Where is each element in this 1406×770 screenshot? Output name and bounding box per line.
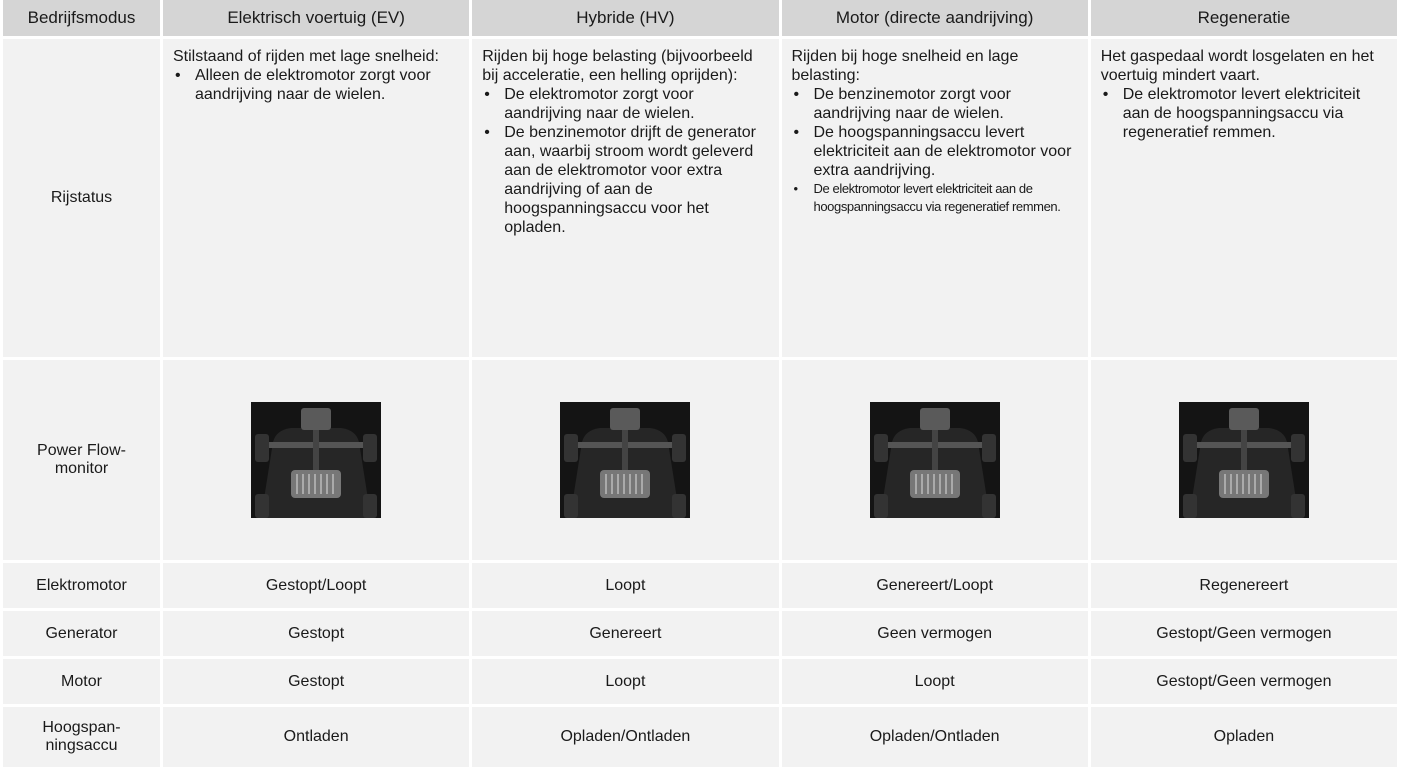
component-row: Motor Gestopt Loopt Loopt Gestopt/Geen vermo… — [3, 659, 1397, 704]
image-cell — [472, 360, 779, 560]
row-label: Elektromotor — [3, 563, 160, 608]
row-label: Generator — [3, 611, 160, 656]
state-cell: Gestopt/Geen vermogen — [1090, 659, 1397, 704]
header-cell: Regeneratie — [1090, 0, 1397, 36]
state-cell: Opladen/Ontladen — [781, 707, 1088, 767]
bullet-list: De elektromotor zorgt voor aandrijving n… — [482, 85, 770, 237]
state-cell: Opladen/Ontladen — [472, 707, 779, 767]
state-cell: Gestopt — [163, 659, 470, 704]
status-intro: Rijden bij hoge snelheid en lage belasti… — [791, 48, 1019, 84]
bullet: De elektromotor zorgt voor aandrijving n… — [484, 85, 770, 123]
image-cell — [781, 360, 1088, 560]
bullet: De benzinemotor zorgt voor aandrijving n… — [793, 85, 1080, 123]
state-cell: Geen vermogen — [781, 611, 1088, 656]
state-cell: Loopt — [781, 659, 1088, 704]
state-cell: Genereert/Loopt — [781, 563, 1088, 608]
bullet: De hoogspanningsaccu levert elektricitei… — [793, 123, 1080, 180]
status-intro: Rijden bij hoge belasting (bijvoorbeeld … — [482, 48, 753, 84]
state-cell: Loopt — [472, 659, 779, 704]
status-cell: Het gaspedaal wordt losgelaten en het vo… — [1090, 39, 1397, 357]
header-cell: Elektrisch voertuig (EV) — [163, 0, 470, 36]
row-label: Power Flow-monitor — [3, 360, 160, 560]
state-cell: Loopt — [472, 563, 779, 608]
row-label: Rijstatus — [3, 39, 160, 357]
bullet-list: De elektromotor levert elektriciteit aan… — [1101, 85, 1389, 142]
status-cell: Rijden bij hoge snelheid en lage belasti… — [781, 39, 1088, 357]
bullet: De elektromotor levert elektriciteit aan… — [793, 180, 1080, 216]
header-cell: Bedrijfsmodus — [3, 0, 160, 36]
component-row: Generator Gestopt Genereert Geen vermogen Ge… — [3, 611, 1397, 656]
component-row: Hoogspan-ningsaccu Ontladen Opladen/Ontlad… — [3, 707, 1397, 767]
image-cell — [1090, 360, 1397, 560]
state-cell: Regenereert — [1090, 563, 1397, 608]
row-label: Motor — [3, 659, 160, 704]
status-intro: Stilstaand of rijden met lage snelheid: — [173, 48, 439, 65]
bullet-list: De benzinemotor zorgt voor aandrijving n… — [792, 85, 1080, 216]
bullet: Alleen de elektromotor zorgt voor aandri… — [175, 66, 461, 104]
status-row: Rijstatus Stilstaand of rijden met lage s… — [3, 39, 1397, 357]
state-cell: Gestopt/Loopt — [163, 563, 470, 608]
state-cell: Ontladen — [163, 707, 470, 767]
image-cell — [163, 360, 470, 560]
state-cell: Opladen — [1090, 707, 1397, 767]
bullet: De benzinemotor drijft de generator aan,… — [484, 123, 770, 237]
power-flow-image — [560, 402, 691, 518]
header-cell: Hybride (HV) — [472, 0, 779, 36]
bullet: De elektromotor levert elektriciteit aan… — [1103, 85, 1389, 142]
state-cell: Gestopt — [163, 611, 470, 656]
row-label: Hoogspan-ningsaccu — [3, 707, 160, 767]
header-cell: Motor (directe aandrijving) — [781, 0, 1088, 36]
bullet-list: Alleen de elektromotor zorgt voor aandri… — [173, 66, 461, 104]
table-body: Rijstatus Stilstaand of rijden met lage s… — [3, 39, 1397, 767]
status-intro: Het gaspedaal wordt losgelaten en het vo… — [1100, 48, 1374, 84]
power-flow-image — [251, 402, 382, 518]
power-flow-row: Power Flow-monitor — [3, 360, 1397, 560]
status-cell: Rijden bij hoge belasting (bijvoorbeeld … — [472, 39, 779, 357]
component-row: Elektromotor Gestopt/Loopt Loopt Genereert/… — [3, 563, 1397, 608]
state-cell: Gestopt/Geen vermogen — [1090, 611, 1397, 656]
power-flow-image — [1178, 402, 1309, 518]
state-cell: Genereert — [472, 611, 779, 656]
power-flow-image — [869, 402, 1000, 518]
header-row: Bedrijfsmodus Elektrisch voertuig (EV) Hyb… — [3, 0, 1397, 36]
status-cell: Stilstaand of rijden met lage snelheid:A… — [163, 39, 470, 357]
